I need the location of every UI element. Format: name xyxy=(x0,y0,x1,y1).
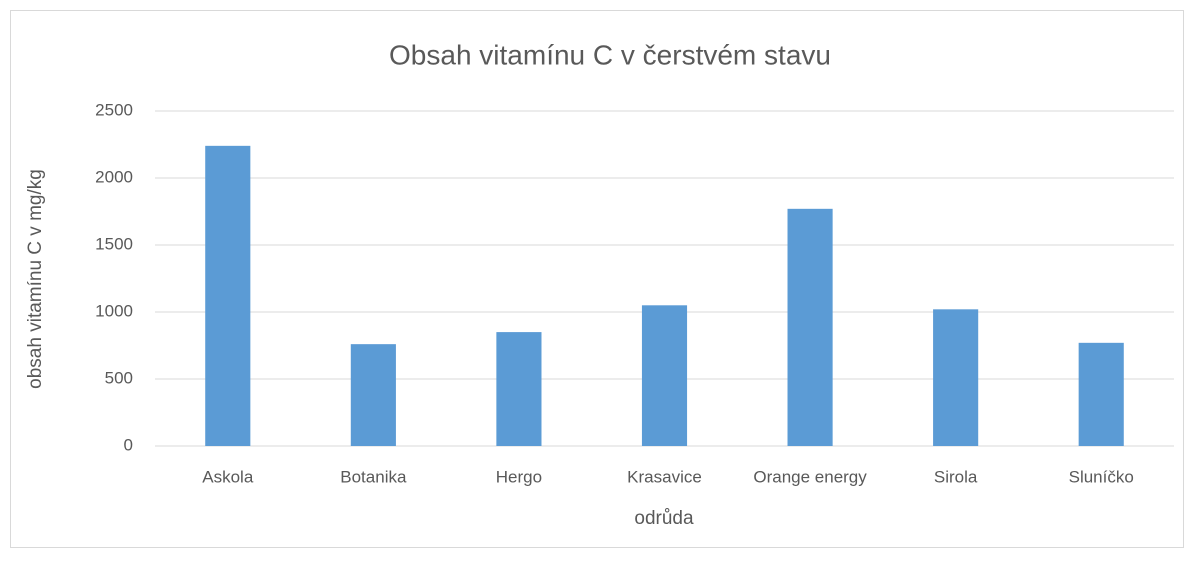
x-tick-label: Orange energy xyxy=(753,467,867,486)
bar xyxy=(787,208,833,446)
y-tick-label: 0 xyxy=(124,435,133,454)
y-tick-label: 1500 xyxy=(95,234,133,253)
bar xyxy=(496,332,542,446)
x-tick-label: Sirola xyxy=(934,467,978,486)
y-tick-label: 1000 xyxy=(95,301,133,320)
chart-border xyxy=(10,10,1184,548)
bar xyxy=(933,309,979,446)
x-tick-label: Askola xyxy=(202,467,254,486)
y-tick-label: 2000 xyxy=(95,167,133,186)
x-tick-label: Hergo xyxy=(496,467,542,486)
bar xyxy=(1078,342,1124,446)
y-tick-label: 2500 xyxy=(95,100,133,119)
x-axis-title: odrůda xyxy=(634,508,694,529)
chart-title: Obsah vitamínu C v čerstvém stavu xyxy=(389,39,831,70)
bar xyxy=(641,305,688,446)
bar xyxy=(350,344,396,446)
y-tick-label: 500 xyxy=(105,368,133,387)
x-tick-label: Sluníčko xyxy=(1069,467,1134,486)
x-tick-label: Krasavice xyxy=(627,467,702,486)
x-tick-label: Botanika xyxy=(340,467,407,486)
bar xyxy=(205,145,251,446)
y-axis-title: obsah vitamínu C v mg/kg xyxy=(25,169,46,389)
